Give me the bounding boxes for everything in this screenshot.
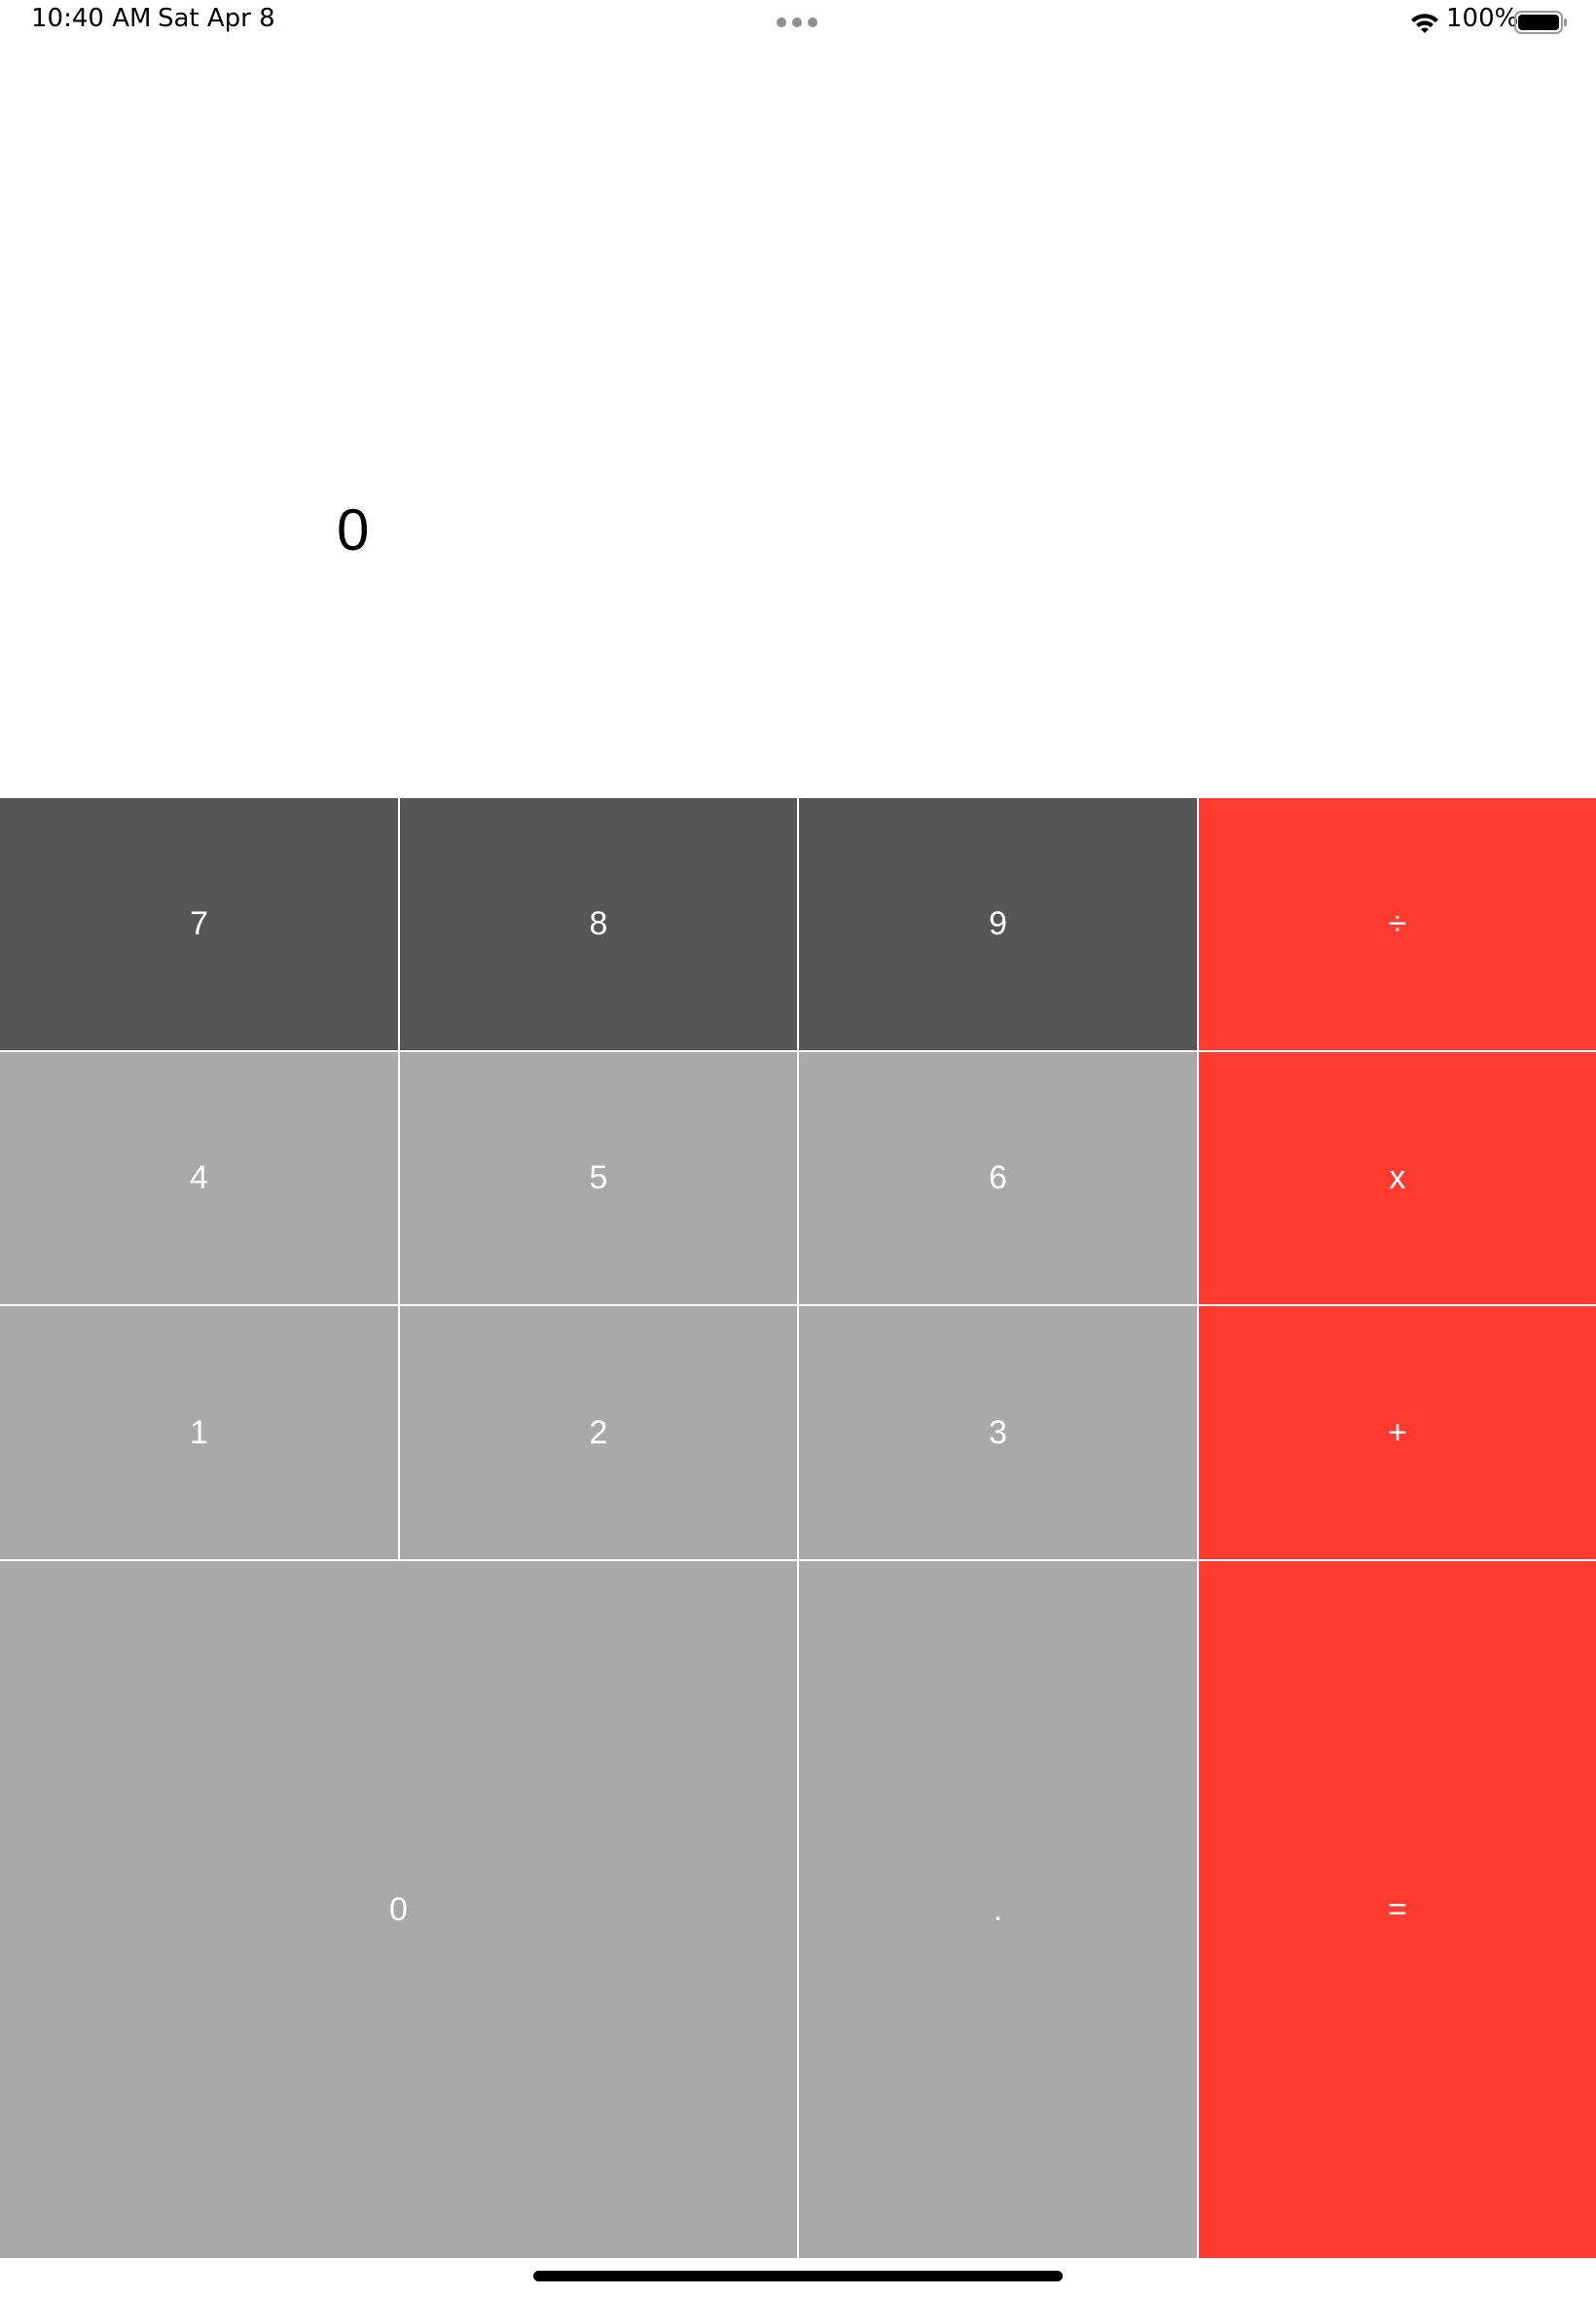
- wifi-icon: [1411, 14, 1438, 33]
- keypad: 7 8 9 ÷ 4 5 6 x 1 2 3 + 0 . =: [0, 798, 1596, 2258]
- calculator-display: 0: [0, 47, 1596, 798]
- decimal-button[interactable]: .: [799, 1561, 1197, 2258]
- key-8[interactable]: 8: [400, 798, 797, 1050]
- status-date: Sat Apr 8: [158, 4, 275, 33]
- status-time: 10:40 AM: [31, 4, 152, 33]
- key-4[interactable]: 4: [0, 1052, 398, 1304]
- key-5[interactable]: 5: [400, 1052, 797, 1304]
- key-1[interactable]: 1: [0, 1306, 398, 1559]
- home-indicator[interactable]: [533, 2271, 1063, 2281]
- key-6[interactable]: 6: [799, 1052, 1197, 1304]
- battery-percentage: 100%: [1446, 4, 1519, 33]
- key-3[interactable]: 3: [799, 1306, 1197, 1559]
- equals-button[interactable]: =: [1199, 1561, 1596, 2258]
- multiply-button[interactable]: x: [1199, 1052, 1596, 1304]
- divide-button[interactable]: ÷: [1199, 798, 1596, 1050]
- key-7[interactable]: 7: [0, 798, 398, 1050]
- multitask-dots-icon[interactable]: [777, 18, 819, 27]
- display-value: 0: [337, 497, 370, 563]
- key-9[interactable]: 9: [799, 798, 1197, 1050]
- battery-icon: [1514, 11, 1567, 34]
- add-button[interactable]: +: [1199, 1306, 1596, 1559]
- status-bar: 10:40 AM Sat Apr 8 100%: [0, 0, 1596, 47]
- key-0[interactable]: 0: [0, 1561, 797, 2258]
- key-2[interactable]: 2: [400, 1306, 797, 1559]
